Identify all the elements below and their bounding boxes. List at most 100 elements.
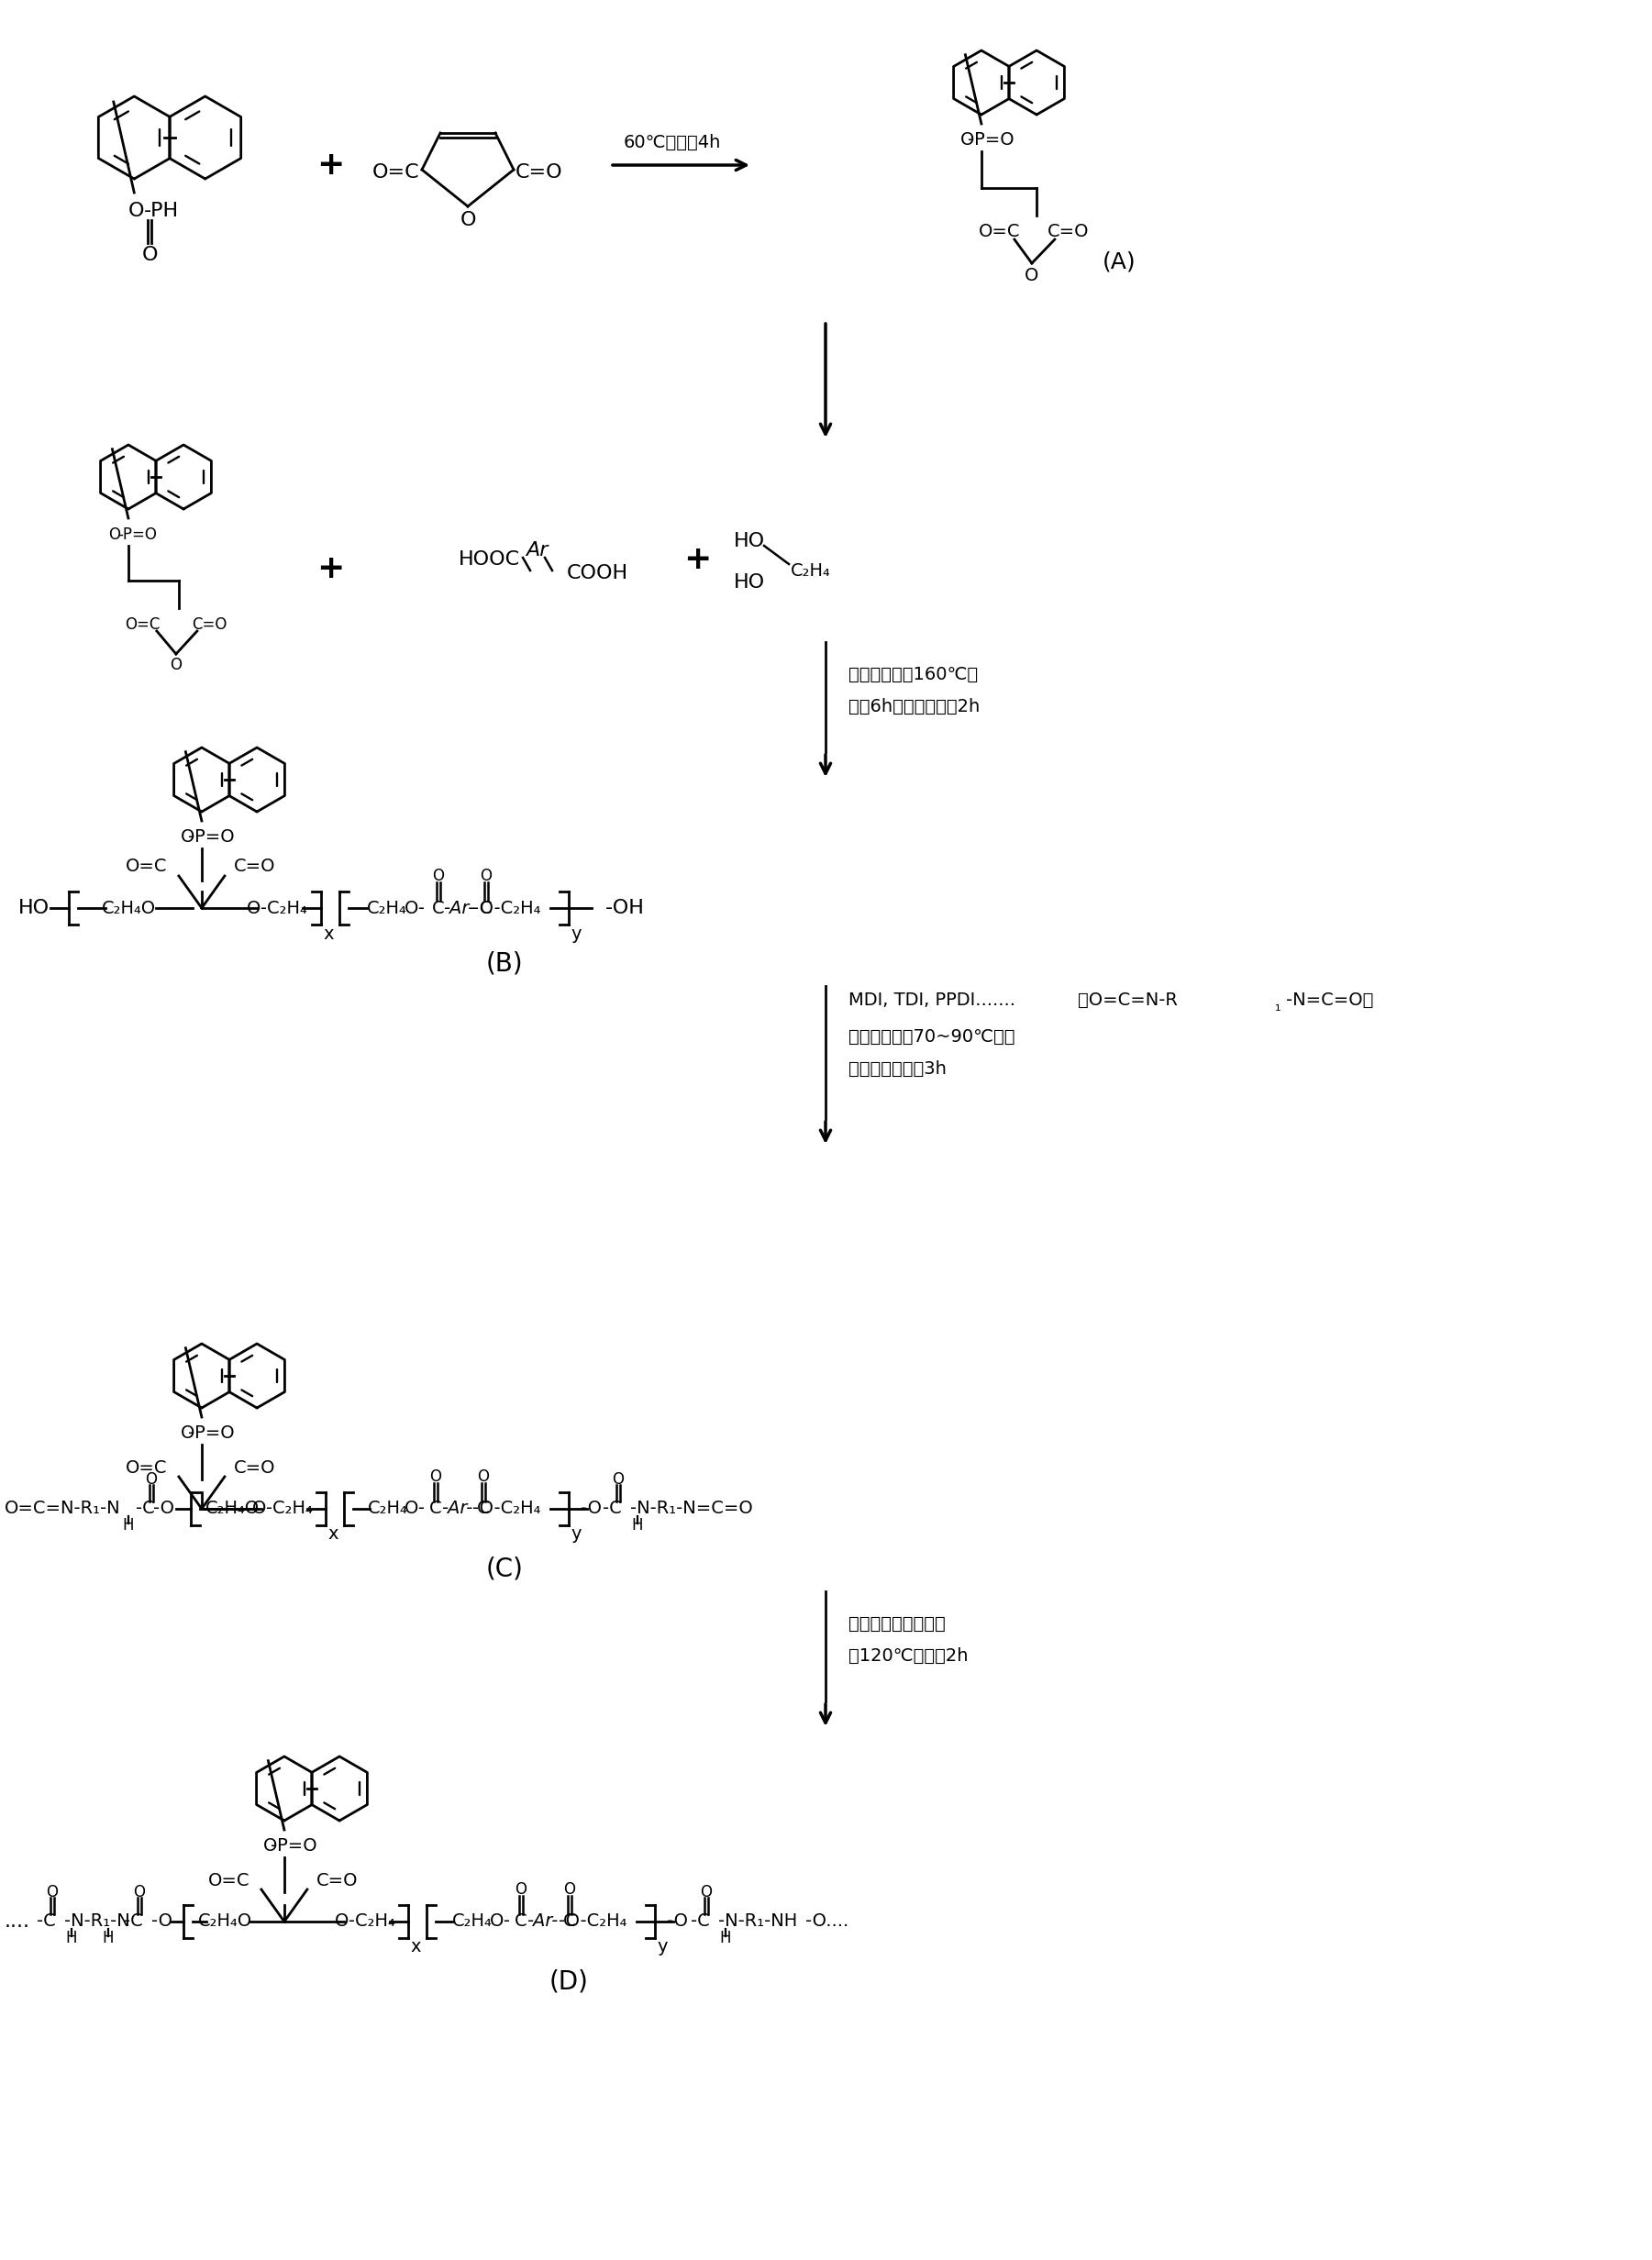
Text: O-: O- bbox=[405, 1501, 425, 1516]
Text: -N-R₁-N: -N-R₁-N bbox=[64, 1912, 131, 1930]
Text: Ar: Ar bbox=[525, 540, 548, 560]
Text: O: O bbox=[481, 868, 492, 884]
Text: O: O bbox=[515, 1880, 527, 1898]
Text: O=C: O=C bbox=[373, 163, 420, 181]
Text: HO: HO bbox=[733, 531, 765, 551]
Text: -C: -C bbox=[36, 1912, 56, 1930]
Text: （O=C=N-R: （O=C=N-R bbox=[1077, 992, 1178, 1008]
Text: O: O bbox=[263, 1837, 278, 1855]
Text: -O-C₂H₄: -O-C₂H₄ bbox=[558, 1912, 626, 1930]
Text: -PH: -PH bbox=[144, 201, 178, 219]
Text: ....: .... bbox=[5, 1912, 30, 1930]
Text: y: y bbox=[570, 924, 582, 942]
Text: O: O bbox=[109, 527, 121, 542]
Text: O=C: O=C bbox=[126, 859, 167, 875]
Text: O: O bbox=[700, 1885, 712, 1901]
Text: O: O bbox=[127, 201, 144, 219]
Text: -P=O: -P=O bbox=[271, 1837, 317, 1855]
Text: C=O: C=O bbox=[1047, 224, 1089, 242]
Text: x: x bbox=[324, 924, 334, 942]
Text: -P=O: -P=O bbox=[188, 829, 235, 845]
Text: O: O bbox=[563, 1880, 575, 1898]
Text: C: C bbox=[563, 1912, 577, 1930]
Text: H: H bbox=[122, 1516, 134, 1535]
Text: +: + bbox=[316, 149, 344, 181]
Text: H: H bbox=[66, 1930, 78, 1946]
Text: 至120℃，保温2h: 至120℃，保温2h bbox=[849, 1648, 968, 1663]
Text: C₂H₄O: C₂H₄O bbox=[205, 1501, 259, 1516]
Text: -O: -O bbox=[152, 1912, 172, 1930]
Text: O: O bbox=[46, 1885, 58, 1901]
Text: -P=O: -P=O bbox=[968, 131, 1014, 149]
Text: O-C₂H₄: O-C₂H₄ bbox=[251, 1501, 312, 1516]
Text: O-C₂H₄: O-C₂H₄ bbox=[246, 899, 307, 918]
Text: O=C=N-R₁-N: O=C=N-R₁-N bbox=[5, 1501, 121, 1516]
Text: -N-R₁-NH: -N-R₁-NH bbox=[719, 1912, 798, 1930]
Text: C₂H₄O: C₂H₄O bbox=[101, 899, 155, 918]
Text: -O: -O bbox=[152, 1501, 173, 1516]
Text: 60℃，反应4h: 60℃，反应4h bbox=[624, 133, 722, 151]
Text: O: O bbox=[170, 658, 182, 673]
Text: C=O: C=O bbox=[317, 1871, 358, 1889]
Text: -C: -C bbox=[603, 1501, 621, 1516]
Text: O-: O- bbox=[405, 899, 425, 918]
Text: -Ar-: -Ar- bbox=[527, 1912, 558, 1930]
Text: H: H bbox=[102, 1930, 114, 1946]
Text: +: + bbox=[316, 554, 344, 585]
Text: O: O bbox=[433, 868, 444, 884]
Text: HOOC: HOOC bbox=[459, 551, 520, 570]
Text: -O-C₂H₄: -O-C₂H₄ bbox=[472, 899, 540, 918]
Text: x: x bbox=[327, 1526, 339, 1544]
Text: O: O bbox=[134, 1885, 145, 1901]
Text: -O....: -O.... bbox=[805, 1912, 849, 1930]
Text: HO: HO bbox=[18, 899, 50, 918]
Text: O=C: O=C bbox=[126, 1458, 167, 1476]
Text: 加入扩链剂后，升温: 加入扩链剂后，升温 bbox=[849, 1614, 945, 1632]
Text: -N=C=O）: -N=C=O） bbox=[1285, 992, 1373, 1008]
Text: -O-C₂H₄: -O-C₂H₄ bbox=[472, 1501, 540, 1516]
Text: C=O: C=O bbox=[192, 617, 226, 633]
Text: O: O bbox=[430, 1469, 441, 1485]
Text: C₂H₄: C₂H₄ bbox=[367, 899, 406, 918]
Text: C=O: C=O bbox=[515, 163, 563, 181]
Text: -O: -O bbox=[667, 1912, 689, 1930]
Text: O=C: O=C bbox=[980, 224, 1021, 242]
Text: O=C: O=C bbox=[124, 617, 160, 633]
Text: -O: -O bbox=[582, 1501, 601, 1516]
Text: COOH: COOH bbox=[567, 565, 628, 583]
Text: C₂H₄: C₂H₄ bbox=[368, 1501, 408, 1516]
Text: (A): (A) bbox=[1102, 251, 1137, 273]
Text: C: C bbox=[477, 1501, 489, 1516]
Text: O: O bbox=[459, 210, 476, 228]
Text: -OH: -OH bbox=[605, 899, 644, 918]
Text: O-: O- bbox=[489, 1912, 510, 1930]
Text: 氮气氛围下，70~90℃的恒: 氮气氛围下，70~90℃的恒 bbox=[849, 1028, 1014, 1044]
Text: -Ar-: -Ar- bbox=[441, 1501, 472, 1516]
Text: y: y bbox=[570, 1526, 582, 1544]
Text: 反应6h后，低压搅拌2h: 反应6h后，低压搅拌2h bbox=[849, 698, 980, 714]
Text: C: C bbox=[515, 1912, 527, 1930]
Text: -C: -C bbox=[124, 1912, 142, 1930]
Text: -P=O: -P=O bbox=[117, 527, 157, 542]
Text: O: O bbox=[182, 829, 195, 845]
Text: C=O: C=O bbox=[235, 859, 276, 875]
Text: C: C bbox=[433, 899, 444, 918]
Text: -C: -C bbox=[135, 1501, 154, 1516]
Text: O: O bbox=[960, 131, 975, 149]
Text: C: C bbox=[479, 899, 492, 918]
Text: C: C bbox=[430, 1501, 441, 1516]
Text: O: O bbox=[182, 1424, 195, 1442]
Text: O: O bbox=[1024, 267, 1039, 285]
Text: C₂H₄: C₂H₄ bbox=[791, 563, 831, 579]
Text: -Ar-: -Ar- bbox=[443, 899, 474, 918]
Text: H: H bbox=[631, 1516, 643, 1535]
Text: C=O: C=O bbox=[235, 1458, 276, 1476]
Text: (C): (C) bbox=[486, 1555, 524, 1582]
Text: -P=O: -P=O bbox=[188, 1424, 235, 1442]
Text: C₂H₄O: C₂H₄O bbox=[198, 1912, 251, 1930]
Text: x: x bbox=[410, 1939, 421, 1955]
Text: O-C₂H₄: O-C₂H₄ bbox=[334, 1912, 395, 1930]
Text: 氮气氛围下，160℃，: 氮气氛围下，160℃， bbox=[849, 664, 978, 683]
Text: O=C: O=C bbox=[208, 1871, 249, 1889]
Text: H: H bbox=[720, 1930, 732, 1946]
